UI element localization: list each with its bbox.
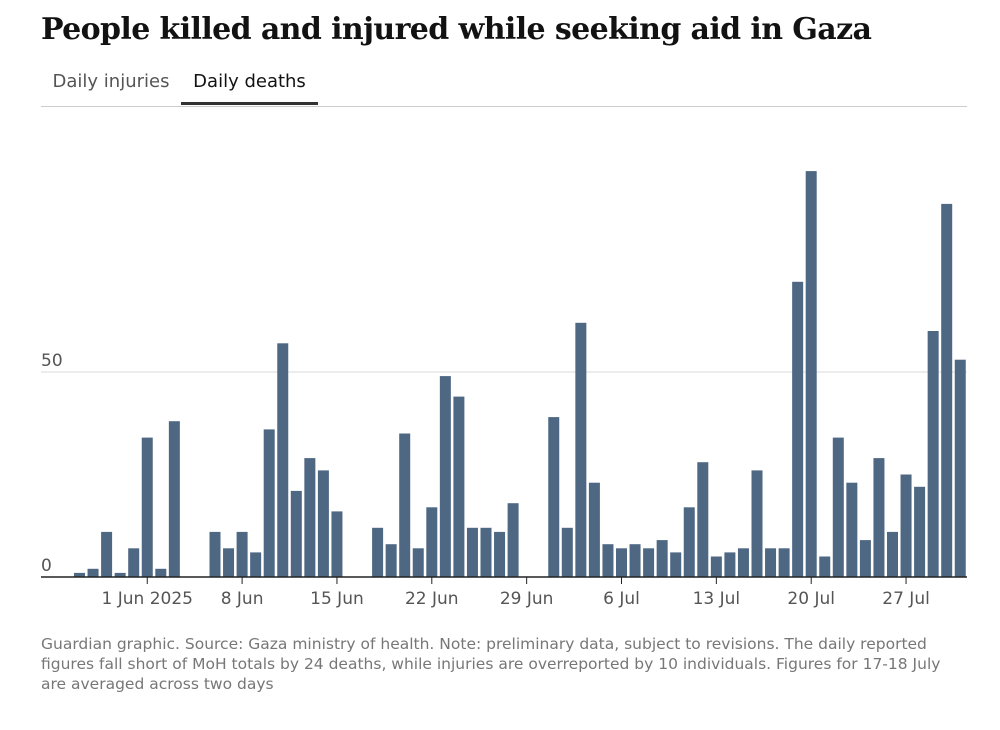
bar [236,531,248,577]
bar [805,171,817,577]
bar [223,548,235,577]
bar [304,458,316,577]
bar [250,552,262,577]
bar [832,437,844,577]
deaths-bar-chart: 0 50 1 Jun 2025 8 Jun 15 Jun 22 Jun 29 Jun 6 Ju… [41,171,967,609]
bar [74,572,85,577]
bar [385,544,397,577]
bar [629,544,641,577]
bar [507,503,519,577]
x-tick-label: 20 Jul [787,589,835,609]
bar [87,568,99,577]
source-note: Guardian graphic. Source: Gaza ministry … [41,635,941,693]
x-tick-label: 27 Jul [882,589,930,609]
bar [277,343,289,577]
bar [670,552,682,577]
x-tick-label: 13 Jul [693,589,741,609]
x-tick-label: 29 Jun [500,589,554,609]
x-tick-label: 1 Jun 2025 [102,589,193,609]
x-tick-label: 22 Jun [405,589,459,609]
bar [697,462,709,577]
tab-daily-injuries[interactable]: Daily injuries [52,71,170,92]
bar [846,482,858,577]
bar [101,531,113,577]
bar [412,548,424,577]
bar [588,482,600,577]
bar [792,281,804,577]
bar [331,511,343,577]
tab-daily-deaths[interactable]: Daily deaths [181,64,318,105]
bar [263,429,275,577]
bar [372,527,384,577]
bar [643,548,655,577]
x-tick-label: 8 Jun [221,589,264,609]
bar [683,507,695,577]
bar [819,556,831,577]
bar [887,531,898,577]
x-tick-label: 6 Jul [603,589,640,609]
bar [724,552,736,577]
bar [914,486,926,577]
bar [168,421,180,577]
bar [941,203,953,577]
y-tick-label: 0 [41,556,52,576]
bar [399,433,411,577]
bar [561,527,573,577]
bar [710,556,722,577]
bar [751,470,763,577]
bar [575,322,587,577]
bar [765,548,777,577]
x-tick-label: 15 Jun [310,589,364,609]
bar [927,331,939,577]
bar [114,572,126,577]
bar [954,359,966,577]
bar [859,540,871,577]
bar [602,544,614,577]
chart-title: People killed and injured while seeking … [41,12,872,47]
bar [873,458,885,577]
bar [656,540,668,577]
bar [439,376,451,577]
bar [480,527,492,577]
bar [900,474,912,577]
bar [466,527,478,577]
bar [453,396,465,577]
bar [128,548,140,577]
bar [317,470,329,577]
bar [494,531,506,577]
bar [155,568,167,577]
bar [778,548,790,577]
y-tick-label: 50 [41,351,63,371]
bar [616,548,627,577]
bar [290,490,302,577]
bar [141,437,153,577]
tab-bar: Daily injuries Daily deaths [41,64,967,107]
bar [548,417,560,577]
bar [737,548,749,577]
bar [426,507,438,577]
bar [209,531,221,577]
